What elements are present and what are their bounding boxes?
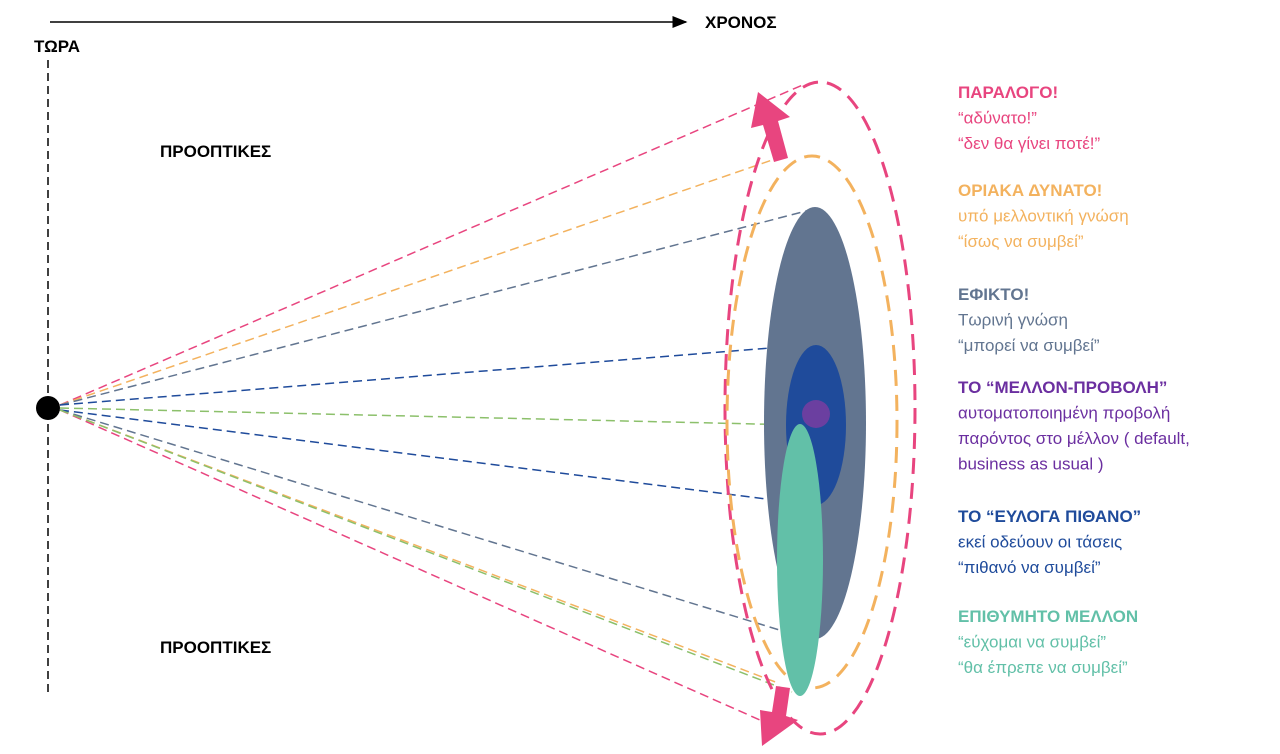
now-label: ΤΩΡΑ [34, 37, 80, 56]
legend-line: “θα έπρεπε να συμβεί” [958, 658, 1128, 677]
legend-line: “ίσως να συμβεί” [958, 232, 1084, 251]
legend-title: ΤΟ “ΕΥΛΟΓΑ ΠΙΘΑΝΟ” [958, 507, 1141, 526]
perspectives-label: ΠΡΟΟΠΤΙΚΕΣ [160, 142, 271, 161]
legend-line: υπό μελλοντική γνώση [958, 207, 1129, 226]
absurd-ellipse [723, 80, 917, 736]
legend-line: εκεί οδεύουν οι τάσεις [958, 533, 1122, 552]
arrow-down [760, 686, 798, 746]
legend-line: παρόντος στο μέλλον ( default, [958, 429, 1190, 448]
legend-line: “αδύνατο!” [958, 109, 1037, 128]
projected-circle [802, 400, 830, 428]
possible-ellipse [725, 154, 899, 690]
legend-title: ΟΡΙΑΚΑ ΔΥΝΑΤΟ! [958, 181, 1102, 200]
legend-line: “μπορεί να συμβεί” [958, 336, 1100, 355]
legend-line: αυτοματοποιημένη προβολή [958, 404, 1170, 423]
axis-label: ΧΡΟΝΟΣ [705, 13, 777, 32]
legend-title: ΕΦΙΚΤΟ! [958, 285, 1029, 304]
arrow-up [751, 92, 790, 162]
legend-line: “εύχομαι να συμβεί” [958, 633, 1106, 652]
legend-line: Τωρινή γνώση [958, 311, 1068, 330]
perspectives-label: ΠΡΟΟΠΤΙΚΕΣ [160, 638, 271, 657]
legend-line: “δεν θα γίνει ποτέ!” [958, 134, 1101, 153]
legend: ΠΑΡΑΛΟΓΟ! “αδύνατο!” “δεν θα γίνει ποτέ!” Ο… [958, 83, 1190, 677]
now-dot [36, 396, 60, 420]
legend-title: ΤΟ “ΜΕΛΛΟΝ-ΠΡΟΒΟΛΗ” [958, 378, 1167, 397]
preferable-ellipse [777, 424, 823, 696]
cone-lines [59, 83, 811, 729]
legend-title: ΠΑΡΑΛΟΓΟ! [958, 83, 1058, 102]
legend-line: “πιθανό να συμβεί” [958, 558, 1101, 577]
legend-title: ΕΠΙΘΥΜΗΤΟ ΜΕΛΛΟΝ [958, 607, 1138, 626]
legend-line: business as usual ) [958, 455, 1104, 474]
